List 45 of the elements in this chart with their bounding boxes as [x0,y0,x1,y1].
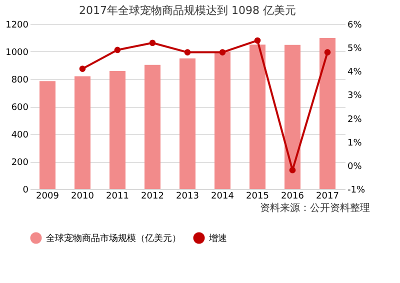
y2-tick-label: 6% [348,20,362,30]
bar [74,76,90,189]
point [114,46,121,54]
y2-tick-label: 2% [348,114,362,125]
bar [214,52,230,189]
y2-tick-label: 3% [348,91,362,102]
bar [110,71,126,189]
x-tick-label: 2012 [141,192,164,202]
y-tick-label: 600 [11,103,29,113]
y2-tick-label: 4% [348,68,362,78]
legend-label: 增速 [208,233,227,244]
point [219,49,226,56]
x-tick-label: 2009 [36,192,60,202]
x-tick-label: 2017 [316,192,339,202]
y2-tick-label: 0% [348,162,362,172]
text: 资料来源：公开资料整理 [260,202,370,214]
bar [284,44,300,189]
y2-tick-label: -1% [348,186,366,196]
point [184,49,191,56]
x-tick-label: 2015 [246,192,269,202]
point [324,49,331,56]
bar [180,58,196,189]
bar [40,81,56,189]
legend-label: 全球宠物商品市场规模（亿美元） [46,233,181,244]
point [289,166,296,174]
x-tick-label: 2016 [281,192,304,202]
bar [320,38,336,189]
bar [250,44,266,189]
point [254,37,261,44]
point [149,40,156,46]
y-tick-label: 1000 [6,48,29,58]
y-tick-label: 200 [11,158,29,168]
x-tick-label: 2013 [176,192,199,202]
x-tick-label: 2011 [106,192,129,202]
y-tick-label: 800 [11,76,29,86]
x-tick-label: 2014 [211,192,234,202]
y2-tick-label: 1% [348,138,362,148]
y-tick-label: 400 [11,130,29,140]
point [79,66,86,72]
bar [144,64,160,189]
x-tick-label: 2010 [71,192,94,202]
y2-tick-label: 5% [348,44,362,54]
y-tick-label: 0 [22,186,29,196]
chart-title: 2017年全球宠物商品规模达到 1098 亿美元 [79,4,296,17]
y-tick-label: 1200 [6,20,29,30]
